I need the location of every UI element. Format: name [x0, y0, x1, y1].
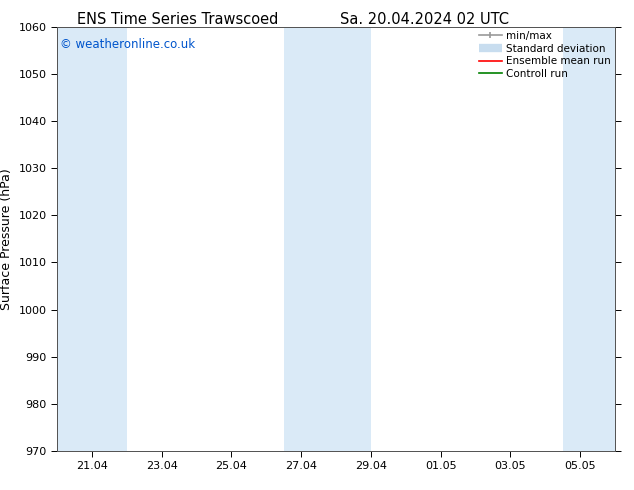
Legend: min/max, Standard deviation, Ensemble mean run, Controll run: min/max, Standard deviation, Ensemble me… [477, 29, 613, 81]
Text: ENS Time Series Trawscoed: ENS Time Series Trawscoed [77, 12, 278, 27]
Text: © weatheronline.co.uk: © weatheronline.co.uk [60, 38, 195, 50]
Text: Sa. 20.04.2024 02 UTC: Sa. 20.04.2024 02 UTC [340, 12, 509, 27]
Y-axis label: Surface Pressure (hPa): Surface Pressure (hPa) [0, 168, 13, 310]
Bar [57, 27, 127, 451]
Bar [563, 27, 615, 451]
Bar [284, 27, 371, 451]
